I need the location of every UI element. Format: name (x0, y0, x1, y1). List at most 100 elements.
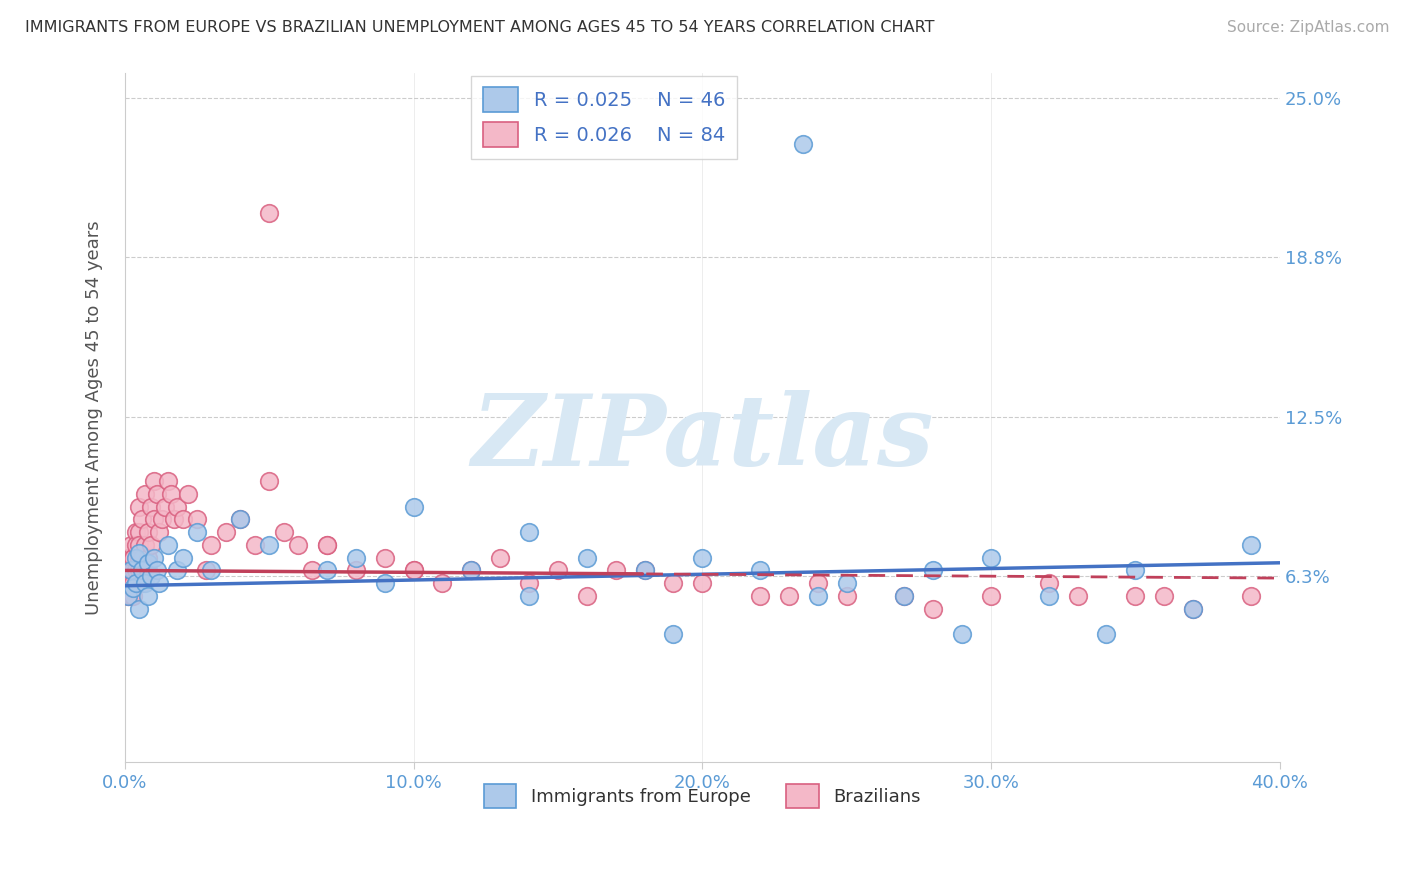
Point (922, 601, 945, 615)
Point (749, 589, 772, 603)
Point (122, 550, 145, 565)
Point (662, 627, 685, 641)
Point (257, 206, 280, 220)
Point (980, 550, 1002, 565)
Point (1095, 627, 1118, 641)
Point (287, 538, 309, 552)
Point (157, 538, 180, 552)
Point (229, 512, 252, 526)
Point (792, 137, 814, 152)
Point (1182, 601, 1205, 615)
Point (257, 474, 280, 488)
Point (316, 538, 339, 552)
Point (155, 500, 177, 514)
Point (1153, 589, 1175, 603)
Point (316, 564, 339, 578)
Point (402, 500, 425, 514)
Point (120, 564, 142, 578)
Point (125, 538, 148, 552)
Point (125, 576, 148, 591)
Point (922, 564, 945, 578)
Point (200, 564, 222, 578)
Point (172, 550, 194, 565)
Point (142, 550, 165, 565)
Point (807, 576, 830, 591)
Point (131, 550, 153, 565)
Point (142, 512, 165, 526)
Point (778, 589, 800, 603)
Point (150, 512, 173, 526)
Point (215, 525, 238, 540)
Point (157, 474, 180, 488)
Point (517, 589, 540, 603)
Point (128, 545, 150, 559)
Point (950, 627, 973, 641)
Point (402, 564, 425, 578)
Point (166, 500, 188, 514)
Point (172, 512, 194, 526)
Point (229, 512, 252, 526)
Point (1123, 589, 1146, 603)
Point (139, 538, 162, 552)
Point (117, 589, 139, 603)
Point (125, 525, 148, 540)
Point (547, 564, 569, 578)
Point (243, 538, 266, 552)
Point (633, 564, 655, 578)
Point (835, 589, 858, 603)
Point (120, 589, 142, 603)
Point (128, 564, 150, 578)
Legend: Immigrants from Europe, Brazilians: Immigrants from Europe, Brazilians (477, 777, 928, 814)
Point (489, 550, 512, 565)
Point (316, 538, 339, 552)
Point (517, 576, 540, 591)
Point (128, 601, 150, 615)
Point (517, 525, 540, 540)
Point (402, 564, 425, 578)
Text: ZIPatlas: ZIPatlas (471, 390, 934, 486)
Point (136, 525, 159, 540)
Point (893, 589, 915, 603)
Point (117, 589, 139, 603)
Point (136, 589, 159, 603)
Point (128, 550, 150, 565)
Point (122, 576, 145, 591)
Point (136, 556, 159, 570)
Point (128, 525, 150, 540)
Point (749, 564, 772, 578)
Point (134, 487, 156, 501)
Point (134, 564, 156, 578)
Point (460, 564, 482, 578)
Point (136, 550, 159, 565)
Point (134, 576, 156, 591)
Point (662, 576, 685, 591)
Point (807, 589, 830, 603)
Point (145, 487, 167, 501)
Point (374, 550, 396, 565)
Point (148, 525, 170, 540)
Point (163, 512, 186, 526)
Point (177, 487, 200, 501)
Point (120, 538, 142, 552)
Point (131, 512, 153, 526)
Point (432, 576, 454, 591)
Point (128, 538, 150, 552)
Point (145, 564, 167, 578)
Point (117, 564, 139, 578)
Text: Source: ZipAtlas.com: Source: ZipAtlas.com (1226, 20, 1389, 35)
Point (980, 589, 1002, 603)
Point (125, 576, 148, 591)
Text: IMMIGRANTS FROM EUROPE VS BRAZILIAN UNEMPLOYMENT AMONG AGES 45 TO 54 YEARS CORRE: IMMIGRANTS FROM EUROPE VS BRAZILIAN UNEM… (25, 20, 935, 35)
Y-axis label: Unemployment Among Ages 45 to 54 years: Unemployment Among Ages 45 to 54 years (86, 220, 103, 615)
Point (122, 564, 145, 578)
Point (1038, 589, 1060, 603)
Point (257, 538, 280, 552)
Point (166, 564, 188, 578)
Point (273, 525, 295, 540)
Point (575, 550, 598, 565)
Point (460, 564, 482, 578)
Point (835, 576, 858, 591)
Point (160, 487, 183, 501)
Point (120, 576, 142, 591)
Point (122, 589, 145, 603)
